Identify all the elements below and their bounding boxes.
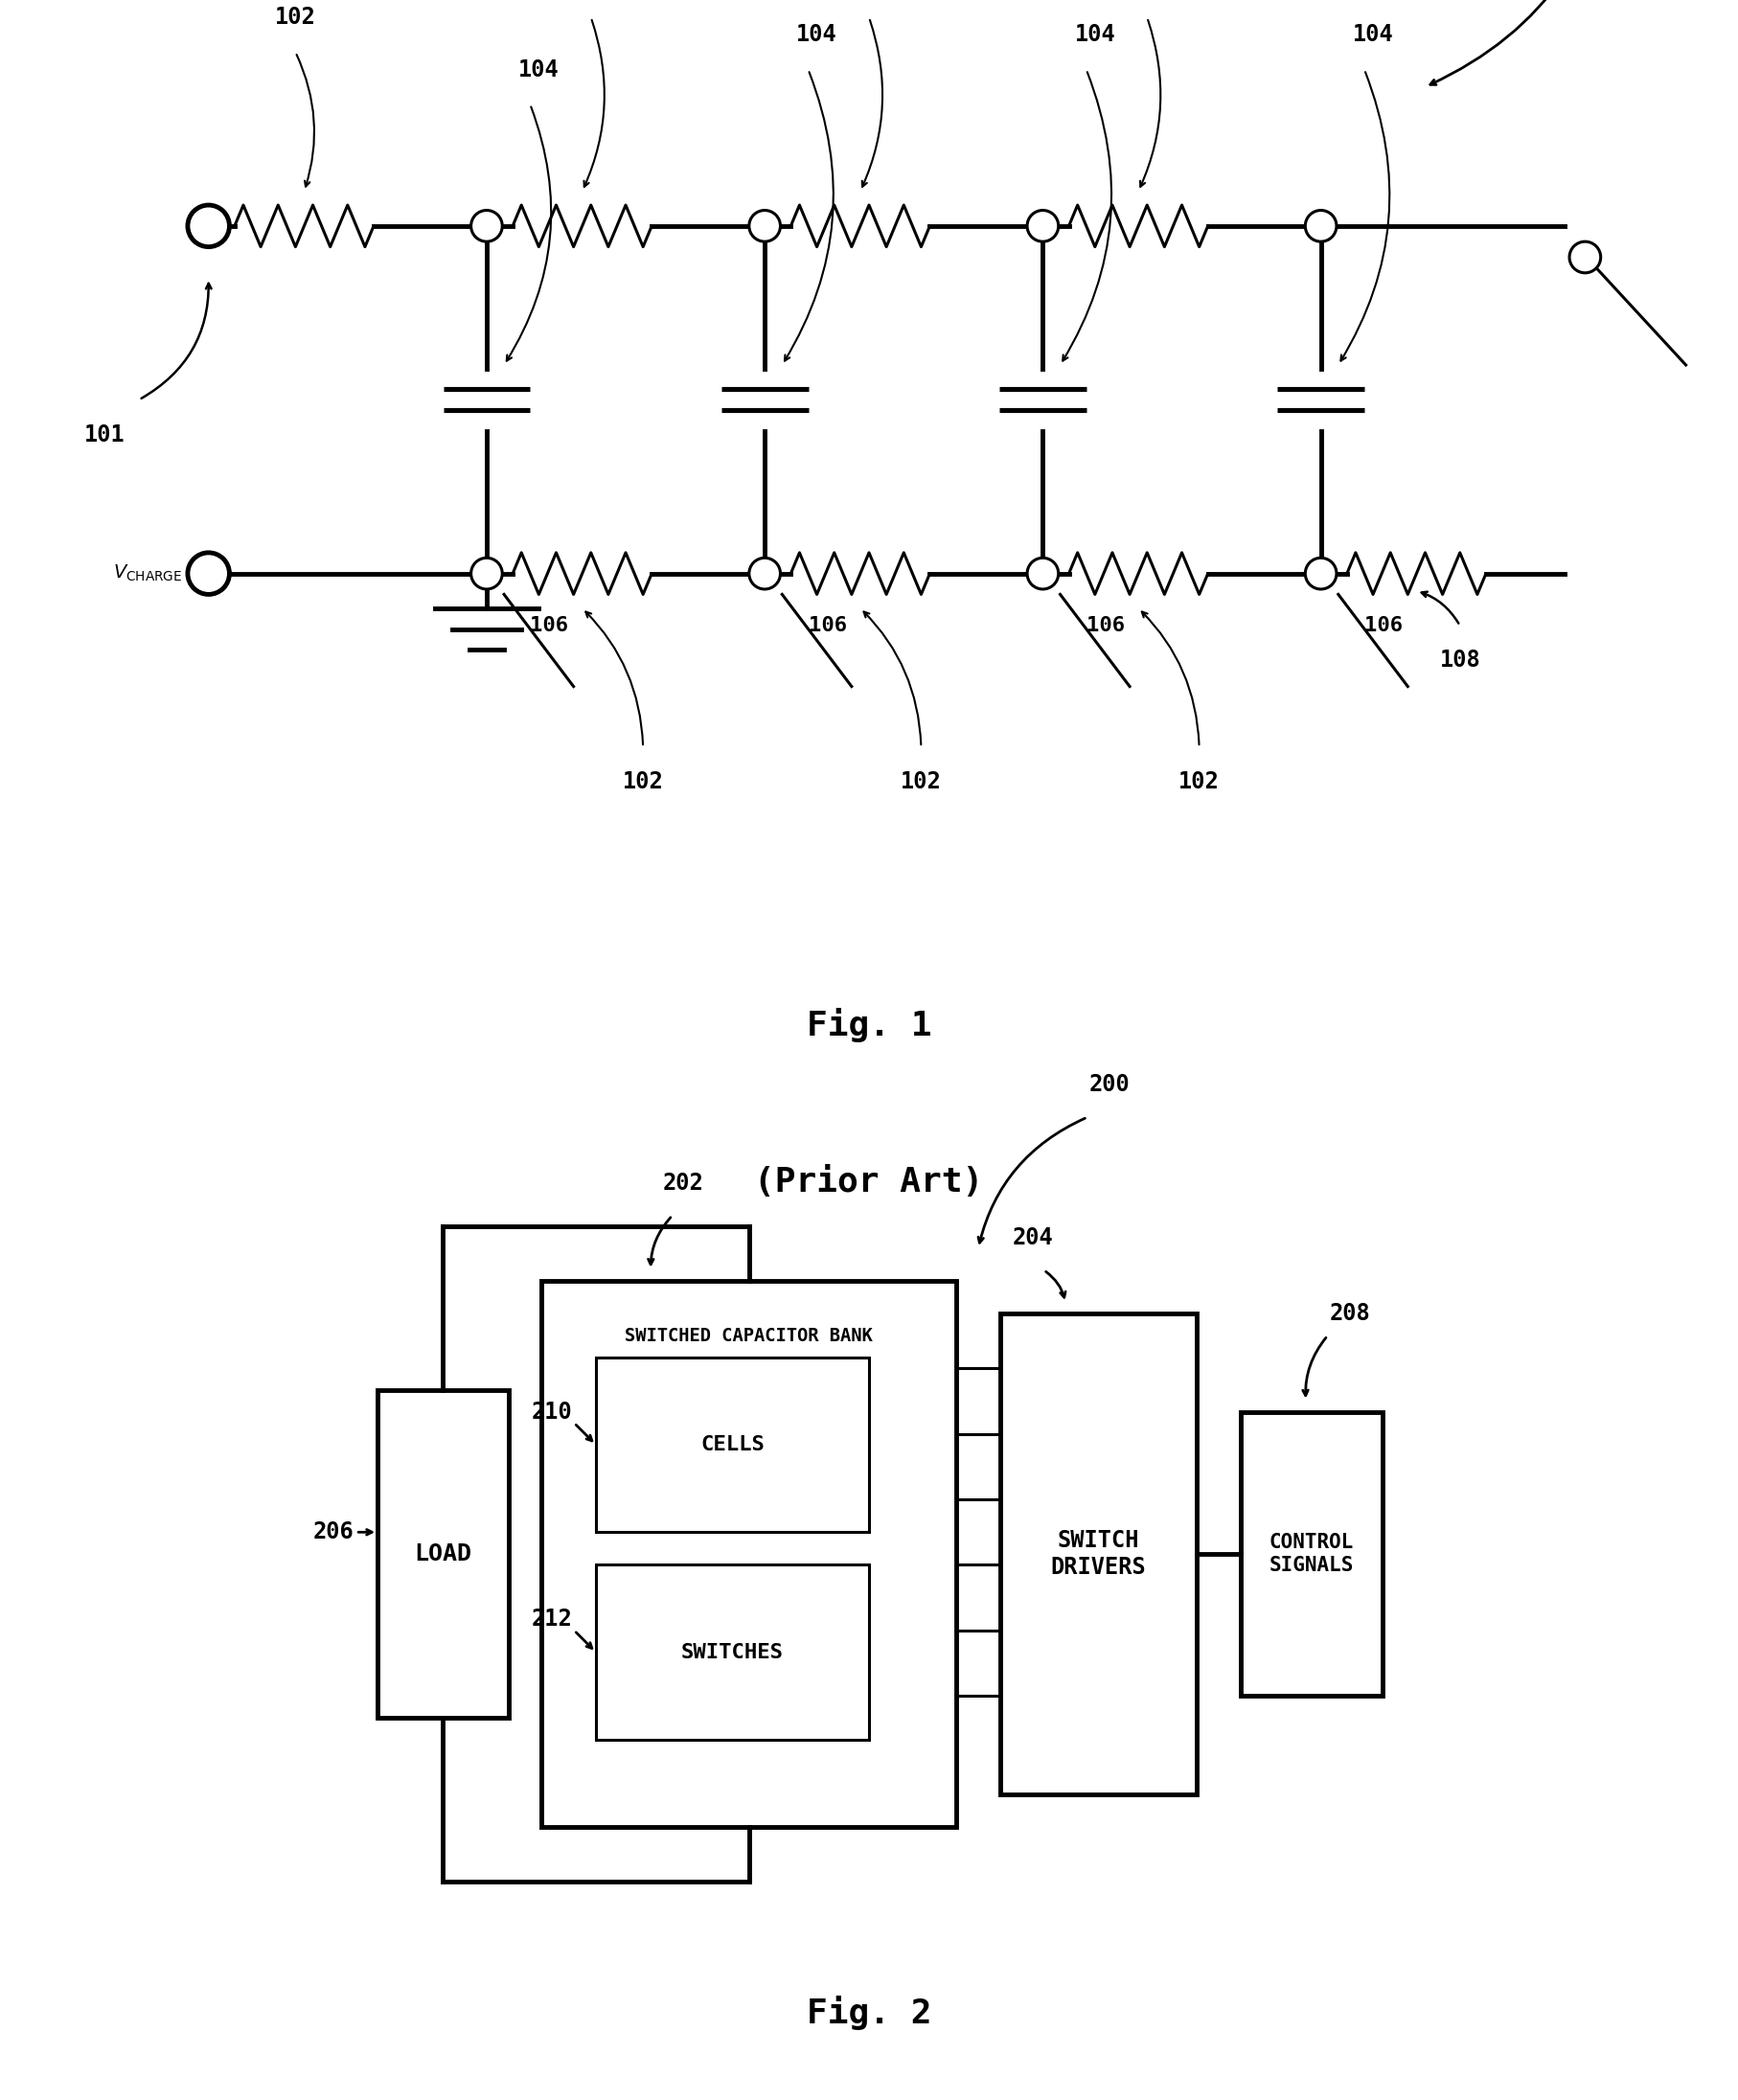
Text: 102: 102 — [1178, 771, 1220, 794]
Text: 104: 104 — [518, 59, 560, 82]
Text: 101: 101 — [83, 422, 125, 445]
Circle shape — [188, 206, 229, 248]
Text: 102: 102 — [900, 771, 942, 794]
Circle shape — [1305, 210, 1337, 242]
Text: 108: 108 — [1439, 649, 1481, 672]
Bar — [596, 1564, 869, 1739]
Text: CELLS: CELLS — [700, 1434, 765, 1455]
Circle shape — [1027, 559, 1058, 590]
Bar — [1241, 1411, 1382, 1697]
Bar — [377, 1390, 509, 1718]
Text: 104: 104 — [1074, 23, 1116, 46]
Text: 106: 106 — [1086, 615, 1124, 634]
Text: 202: 202 — [662, 1172, 704, 1195]
Text: Fig. 2: Fig. 2 — [806, 1995, 932, 2031]
Circle shape — [1027, 210, 1058, 242]
Text: CONTROL
SIGNALS: CONTROL SIGNALS — [1269, 1533, 1354, 1575]
Text: 206: 206 — [313, 1520, 355, 1544]
Circle shape — [1305, 559, 1337, 590]
Text: 104: 104 — [1352, 23, 1394, 46]
Bar — [596, 1357, 869, 1533]
Circle shape — [471, 210, 502, 242]
Circle shape — [1569, 242, 1601, 273]
Text: LOAD: LOAD — [414, 1544, 471, 1564]
Circle shape — [471, 559, 502, 590]
Bar — [999, 1315, 1197, 1793]
Text: (Prior Art): (Prior Art) — [754, 1166, 984, 1199]
Bar — [541, 1281, 956, 1827]
Circle shape — [188, 552, 229, 594]
Text: 102: 102 — [275, 6, 316, 29]
Text: SWITCH
DRIVERS: SWITCH DRIVERS — [1050, 1529, 1145, 1579]
Text: 204: 204 — [1012, 1226, 1053, 1250]
Text: 106: 106 — [808, 615, 846, 634]
Text: 106: 106 — [530, 615, 568, 634]
Text: Fig. 1: Fig. 1 — [806, 1008, 932, 1042]
Circle shape — [749, 210, 780, 242]
Text: 104: 104 — [796, 23, 838, 46]
Text: 102: 102 — [622, 771, 664, 794]
Text: 200: 200 — [1088, 1073, 1130, 1096]
Text: SWITCHES: SWITCHES — [681, 1642, 784, 1661]
Text: SWITCHED CAPACITOR BANK: SWITCHED CAPACITOR BANK — [626, 1327, 872, 1344]
Text: 212: 212 — [532, 1609, 574, 1632]
Text: 210: 210 — [532, 1401, 574, 1424]
Text: 106: 106 — [1364, 615, 1403, 634]
Text: $V_{\rm CHARGE}$: $V_{\rm CHARGE}$ — [113, 563, 182, 584]
Circle shape — [749, 559, 780, 590]
Text: 208: 208 — [1330, 1302, 1370, 1325]
